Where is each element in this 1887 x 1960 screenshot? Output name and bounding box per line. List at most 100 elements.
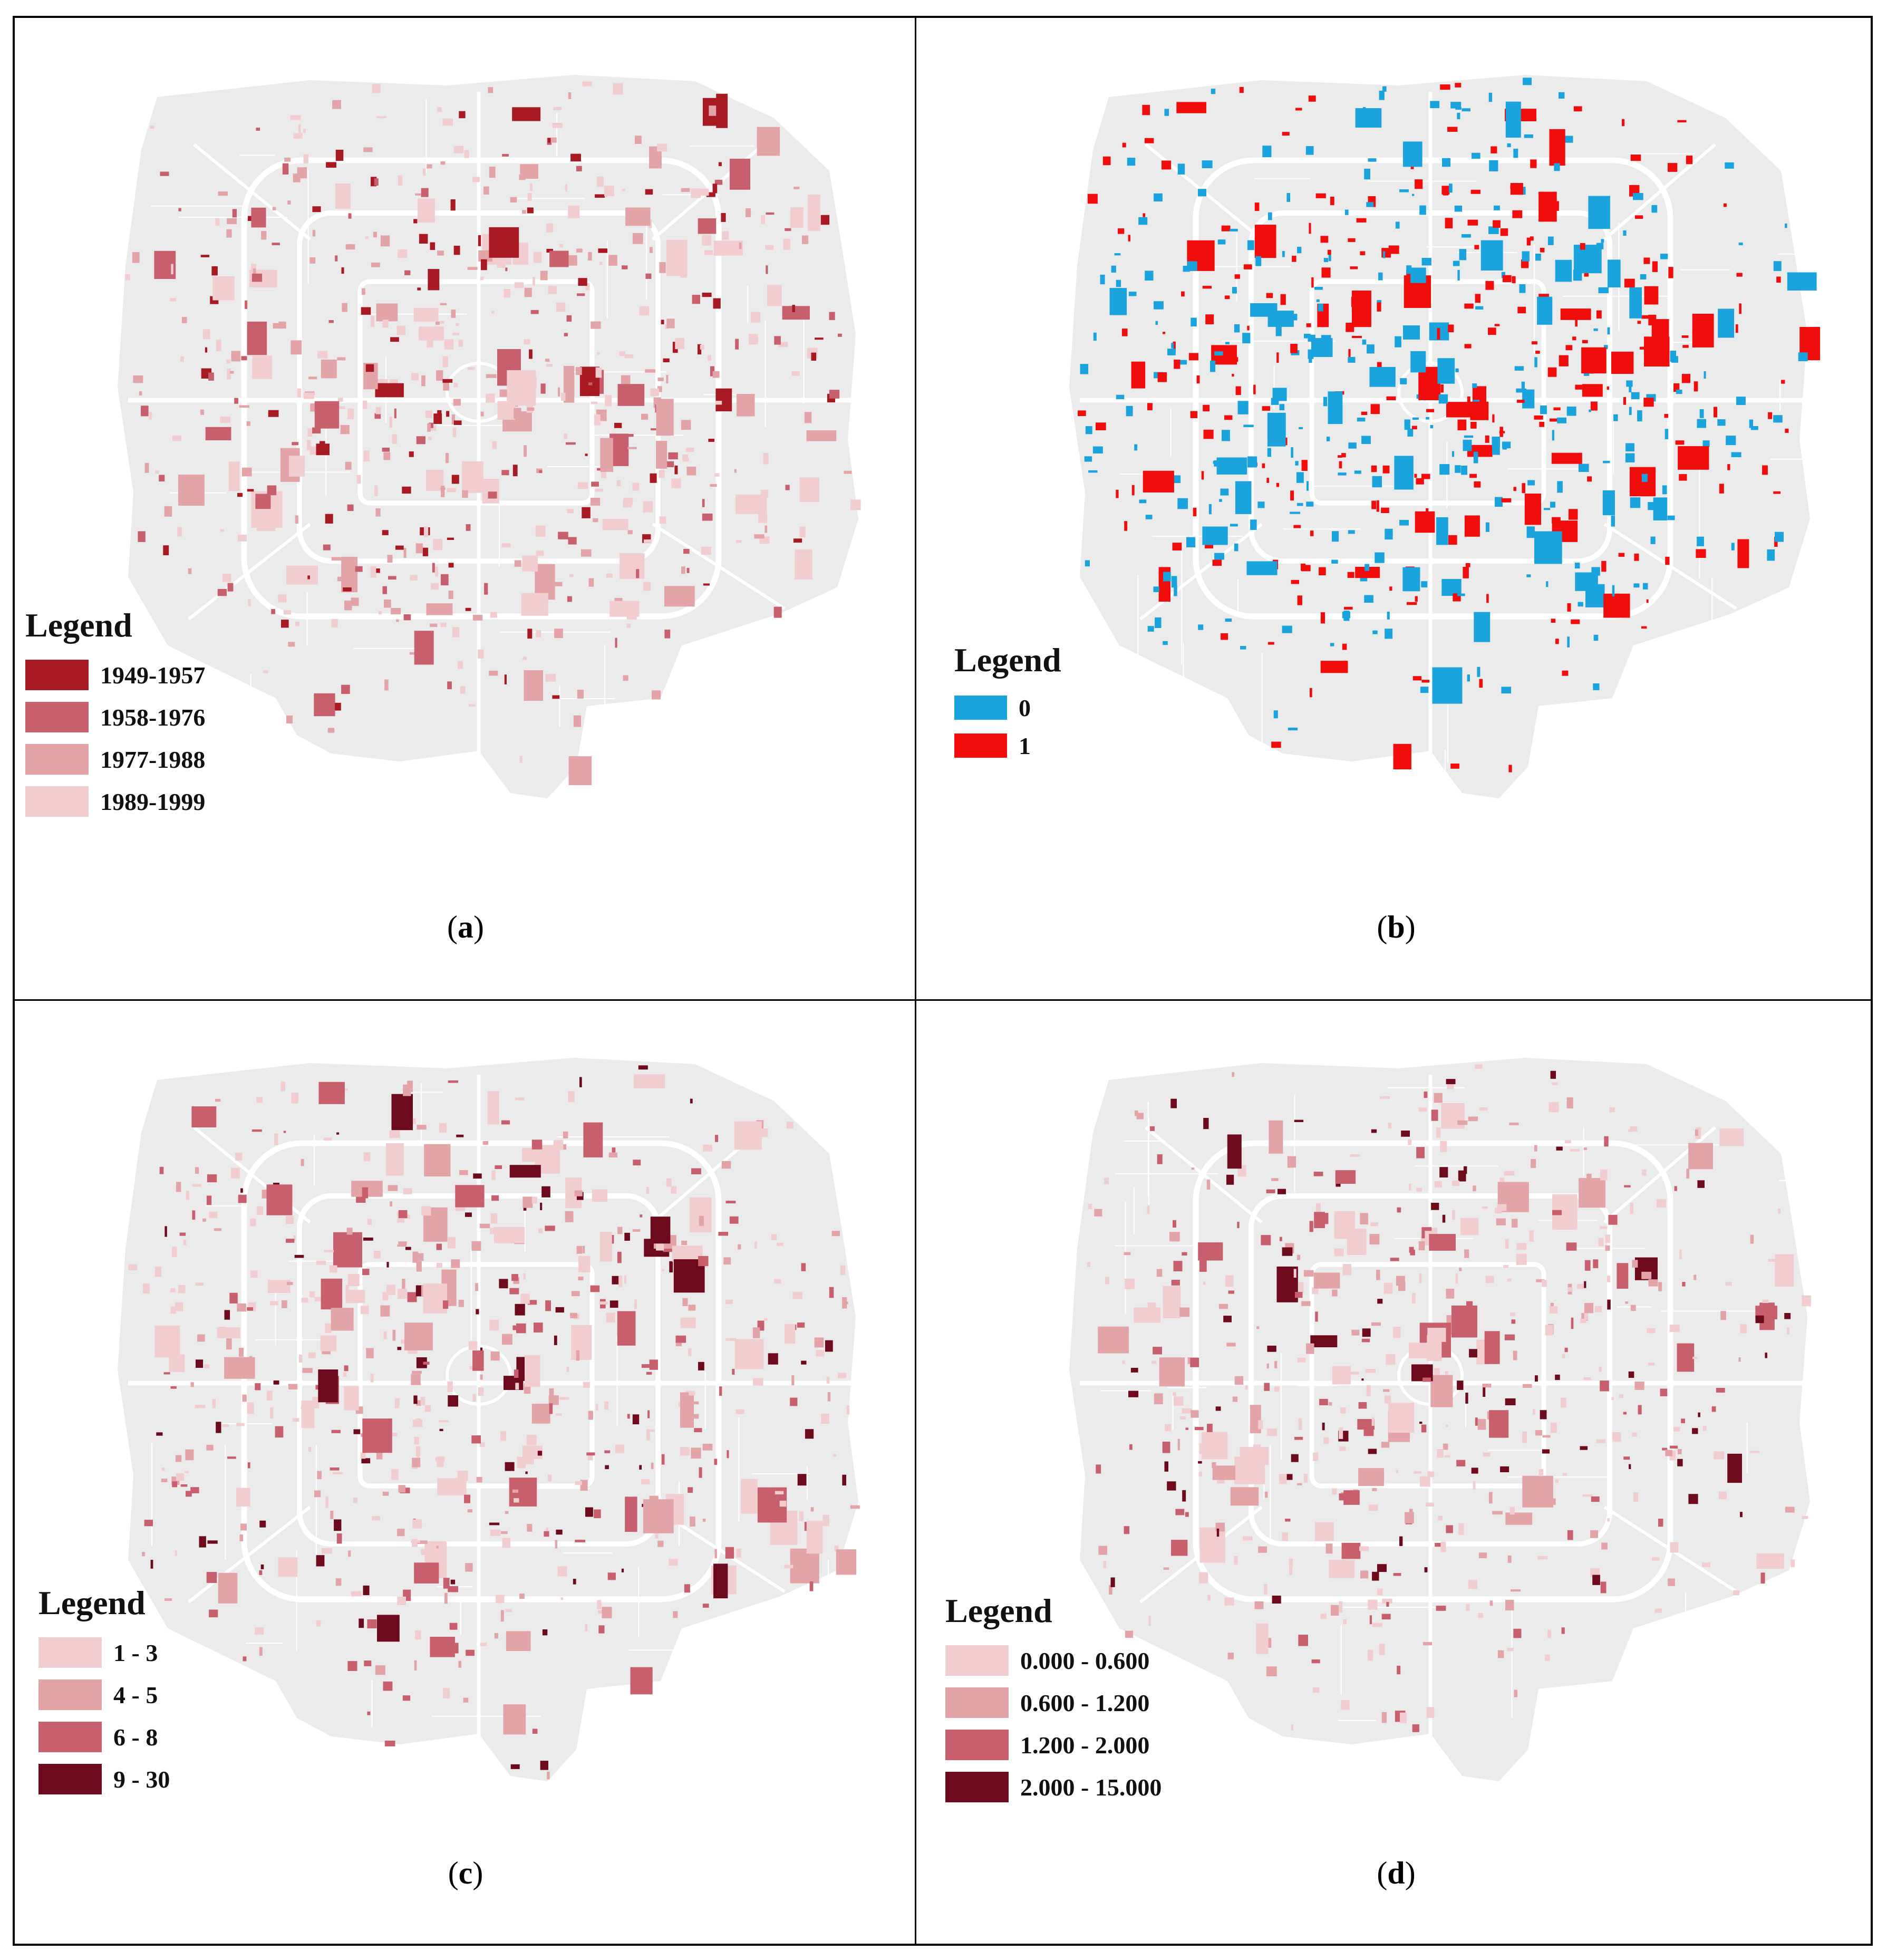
parcel	[314, 401, 340, 429]
parcel	[1447, 127, 1458, 132]
parcel	[585, 453, 588, 456]
parcel	[702, 513, 713, 521]
parcel	[1566, 1242, 1577, 1251]
parcel	[575, 367, 582, 375]
parcel	[698, 188, 709, 196]
parcel	[1212, 1465, 1236, 1480]
parcel	[516, 1323, 526, 1334]
parcel	[439, 1428, 443, 1431]
parcel	[1415, 596, 1418, 602]
parcel	[573, 715, 582, 727]
parcel	[519, 1594, 525, 1599]
parcel	[559, 1397, 569, 1400]
parcel	[1153, 586, 1159, 592]
parcel	[594, 414, 601, 426]
parcel	[482, 479, 499, 504]
parcel	[1320, 661, 1348, 673]
parcel	[1275, 326, 1282, 336]
parcel	[372, 1516, 380, 1521]
parcel	[815, 337, 824, 340]
legend-label: 4 - 5	[113, 1681, 158, 1708]
parcel	[1223, 1316, 1232, 1322]
parcel	[436, 1243, 442, 1250]
parcel	[1623, 397, 1627, 405]
parcel	[1467, 674, 1470, 682]
parcel	[338, 398, 343, 402]
parcel	[383, 452, 391, 460]
parcel	[391, 1094, 413, 1131]
legend-item: 1	[954, 727, 1061, 765]
parcel	[1297, 595, 1302, 605]
parcel	[1694, 1275, 1697, 1280]
parcel	[427, 423, 431, 432]
parcel	[1560, 308, 1591, 320]
parcel	[1159, 1357, 1185, 1387]
parcel	[690, 1414, 699, 1419]
parcel	[1488, 92, 1493, 102]
parcel	[1524, 494, 1541, 525]
parcel	[1750, 426, 1758, 430]
parcel	[1199, 1527, 1225, 1563]
parcel	[1308, 95, 1316, 102]
parcel	[593, 518, 598, 523]
parcel	[568, 206, 580, 218]
parcel	[1437, 358, 1455, 384]
parcel	[1675, 440, 1685, 445]
parcel	[1612, 585, 1615, 597]
parcel	[405, 1247, 411, 1250]
parcel	[1485, 522, 1489, 532]
parcel	[1199, 1260, 1207, 1272]
parcel	[1416, 478, 1424, 485]
parcel	[1320, 612, 1325, 624]
parcel	[547, 1771, 550, 1780]
parcel	[1377, 302, 1381, 312]
parcel	[793, 187, 800, 189]
parcel	[522, 555, 538, 572]
parcel	[180, 1484, 188, 1487]
parcel	[1298, 1635, 1308, 1646]
parcel	[1426, 409, 1435, 412]
legend-label: 0.600 - 1.200	[1020, 1689, 1150, 1716]
parcel	[448, 1395, 458, 1407]
parcel	[1629, 1464, 1631, 1469]
parcel	[351, 597, 359, 606]
parcel	[674, 465, 678, 475]
parcel	[1216, 457, 1247, 475]
parcel	[1185, 1512, 1189, 1517]
parcel	[1437, 1449, 1444, 1458]
parcel	[1109, 288, 1127, 315]
parcel	[186, 1191, 189, 1200]
parcel	[1280, 1237, 1282, 1241]
parcel	[1468, 1116, 1478, 1122]
parcel	[1390, 1258, 1399, 1261]
parcel	[606, 573, 613, 578]
parcel	[1682, 345, 1689, 348]
parcel	[1291, 1724, 1293, 1731]
parcel	[615, 1444, 625, 1453]
parcel	[1493, 220, 1501, 228]
parcel	[514, 560, 521, 567]
parcel	[715, 1135, 719, 1142]
parcel	[232, 209, 237, 218]
parcel	[1443, 1443, 1448, 1450]
parcel	[1247, 240, 1254, 250]
parcel	[1203, 429, 1214, 439]
parcel	[1589, 409, 1591, 412]
parcel	[195, 1167, 199, 1174]
parcel	[473, 1173, 482, 1179]
map-parcels	[1087, 1064, 1811, 1732]
parcel	[1613, 414, 1618, 421]
legend-swatch	[25, 660, 89, 690]
parcel	[1571, 1317, 1574, 1329]
parcel	[1533, 1409, 1535, 1415]
parcel	[1658, 1282, 1662, 1291]
parcel	[178, 208, 181, 211]
parcel	[346, 1228, 353, 1235]
parcel	[1198, 624, 1204, 630]
parcel	[293, 1235, 296, 1241]
parcel	[1402, 567, 1420, 592]
parcel	[294, 1254, 304, 1258]
parcel	[1179, 1307, 1190, 1317]
parcel	[209, 1212, 218, 1219]
parcel	[1612, 1432, 1621, 1442]
